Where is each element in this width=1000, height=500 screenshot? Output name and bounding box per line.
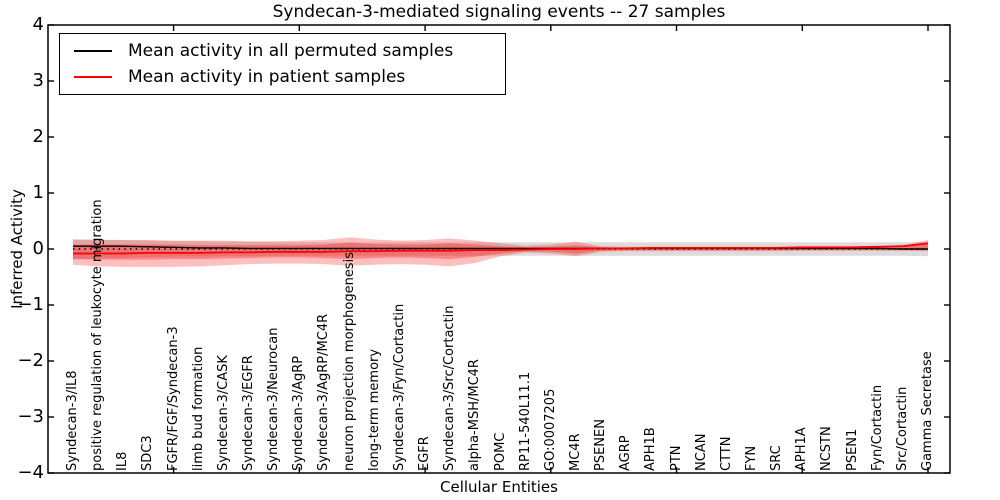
x-tick-label: Syndecan-3/AgRP/MC4R	[316, 313, 332, 471]
x-tick-label: IL8	[115, 451, 131, 471]
y-tick-label: −4	[17, 462, 44, 483]
x-tick-label: limb bud formation	[190, 346, 206, 471]
x-tick-label: neuron projection morphogenesis	[341, 252, 357, 471]
x-tick-label: SRC	[769, 445, 785, 471]
x-tick-label: NCSTN	[819, 426, 835, 471]
x-tick-label: FGFR/FGF/Syndecan-3	[165, 326, 181, 471]
legend-label-patient: Mean activity in patient samples	[128, 67, 406, 87]
x-tick-label: SDC3	[140, 435, 156, 471]
x-tick-label: long-term memory	[366, 348, 382, 471]
y-tick-label: 0	[32, 238, 44, 259]
legend-line-patient-icon	[74, 76, 112, 78]
x-tick-label: Src/Cortactin	[894, 386, 910, 471]
x-tick-label: NCAN	[693, 433, 709, 471]
x-tick-label: Fyn/Cortactin	[869, 384, 885, 471]
y-tick-label: 4	[32, 14, 44, 35]
legend-line-permuted-icon	[74, 50, 112, 52]
x-tick-label: POMC	[492, 432, 508, 471]
y-tick-label: −2	[17, 350, 44, 371]
y-tick-label: 3	[32, 70, 44, 91]
x-tick-label: APH1A	[794, 427, 810, 471]
x-tick-label: PTN	[668, 445, 684, 471]
x-tick-label: Syndecan-3/IL8	[65, 370, 80, 471]
x-tick-label: positive regulation of leukocyte migrati…	[90, 199, 106, 471]
x-tick-label: CTTN	[718, 436, 734, 471]
x-tick-label: Syndecan-3/AgRP	[291, 355, 307, 471]
x-tick-label: GO:0007205	[542, 388, 558, 471]
y-tick-label: −3	[17, 406, 44, 427]
band-patient-samples-range-outer	[73, 237, 928, 267]
x-tick-label: Syndecan-3/Src/Cortactin	[442, 305, 458, 471]
x-tick-label: alpha-MSH/MC4R	[467, 359, 483, 471]
series-line-1	[73, 242, 929, 255]
x-tick-label: FYN	[743, 445, 759, 471]
y-tick-label: −1	[17, 294, 44, 315]
x-axis-label: Cellular Entities	[440, 478, 558, 496]
x-tick-label: PSEN1	[844, 428, 860, 471]
legend: Mean activity in all permuted samples Me…	[59, 33, 506, 95]
legend-entry-permuted: Mean activity in all permuted samples	[74, 38, 505, 64]
legend-entry-patient: Mean activity in patient samples	[74, 64, 505, 90]
x-tick-label: Syndecan-3/Fyn/Cortactin	[391, 303, 407, 471]
x-tick-label: Syndecan-3/CASK	[215, 355, 231, 471]
x-tick-label: PSENEN	[593, 419, 609, 471]
x-tick-label: MC4R	[567, 433, 583, 471]
x-tick-label: Syndecan-3/Neurocan	[266, 327, 282, 471]
chart-title: Syndecan-3-mediated signaling events -- …	[272, 2, 726, 22]
legend-label-permuted: Mean activity in all permuted samples	[128, 41, 454, 61]
x-tick-label: Syndecan-3/EGFR	[241, 355, 257, 471]
x-tick-label: AGRP	[618, 435, 634, 471]
y-tick-label: 2	[32, 126, 44, 147]
x-tick-label: RP11-540L11.1	[517, 371, 533, 471]
x-tick-label: Gamma Secretase	[920, 351, 935, 471]
x-tick-label: EGFR	[417, 436, 433, 471]
y-tick-label: 1	[32, 182, 44, 203]
x-tick-label: APH1B	[643, 427, 659, 471]
